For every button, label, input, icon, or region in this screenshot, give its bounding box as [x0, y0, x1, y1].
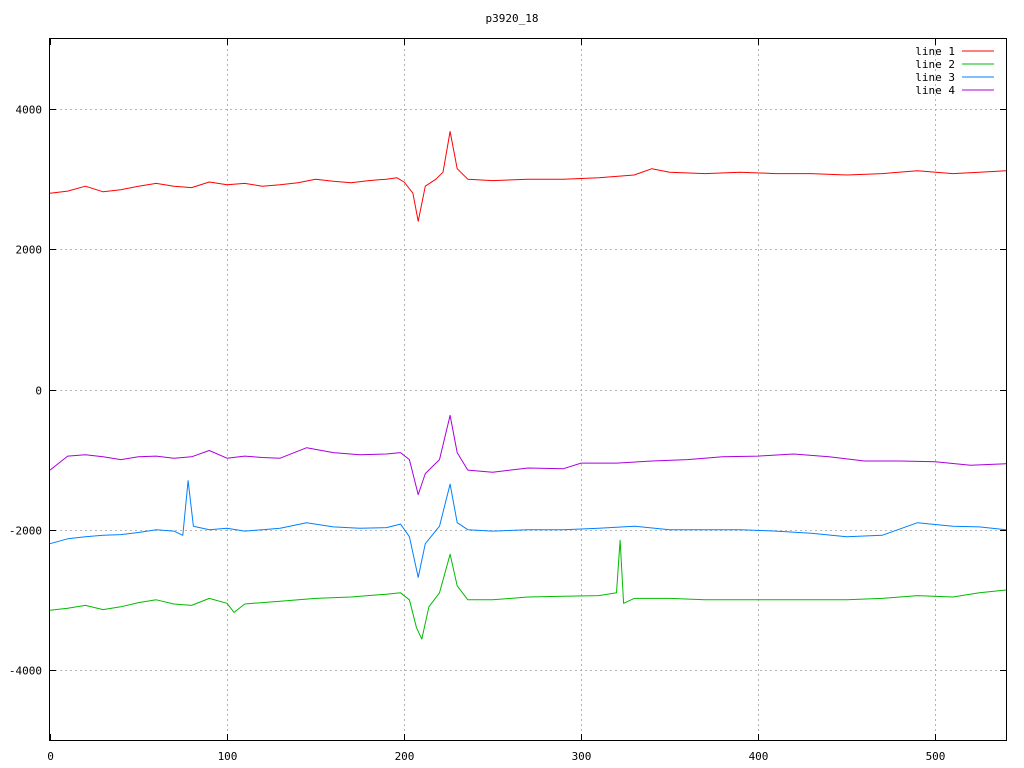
legend-label: line 4 — [915, 84, 955, 97]
legend-label: line 1 — [915, 45, 955, 58]
y-tick-label: -4000 — [9, 665, 42, 678]
legend-label: line 3 — [915, 71, 955, 84]
x-tick-label: 0 — [47, 750, 54, 763]
legend-label: line 2 — [915, 58, 955, 71]
series-line-1 — [49, 131, 1007, 222]
x-tick-label: 100 — [218, 750, 238, 763]
series-line-2 — [49, 539, 1007, 640]
x-tick-label: 400 — [749, 750, 769, 763]
series-line-3 — [49, 480, 1007, 578]
x-tick-label: 200 — [395, 750, 415, 763]
y-tick-label: -2000 — [9, 525, 42, 538]
grid — [50, 39, 1006, 740]
series-group — [49, 131, 1007, 640]
series-line-4 — [49, 414, 1007, 496]
x-tick-label: 300 — [572, 750, 592, 763]
y-tick-label: 2000 — [16, 244, 43, 257]
y-tick-label: 0 — [35, 385, 42, 398]
plot-frame — [49, 38, 1007, 741]
x-tick-label: 500 — [926, 750, 946, 763]
chart-title: p3920_18 — [486, 12, 539, 25]
axis-ticks: 0 100 200 300 400 500 -4000 -2000 0 2000 4000 — [9, 39, 1006, 763]
y-tick-label: 4000 — [16, 104, 43, 117]
